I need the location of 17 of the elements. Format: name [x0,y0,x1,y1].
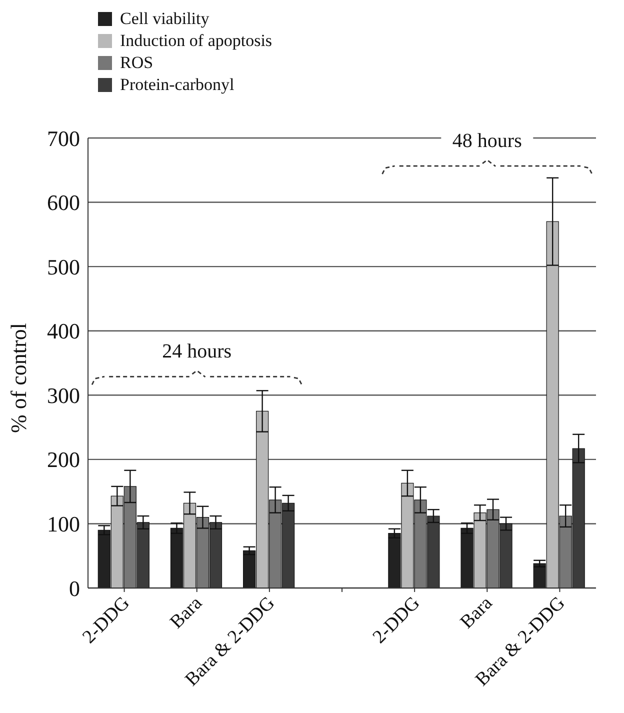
y-tick-label: 500 [47,254,80,280]
legend-label: Induction of apoptosis [120,30,272,52]
y-tick-label: 0 [69,576,80,601]
legend-label: Protein-carbonyl [120,74,234,96]
y-tick-label: 700 [47,126,80,151]
y-tick-label: 600 [47,190,80,216]
legend-label: Cell viability [120,8,210,30]
y-tick-label: 200 [47,447,80,472]
y-tick-label: 300 [47,382,80,408]
x-tick-label: Bara [456,592,498,633]
y-tick-label: 400 [47,318,80,344]
annotation: 48 hours [452,130,522,152]
x-tick-label: Bara [166,592,207,633]
y-axis-title: % of control [6,323,31,433]
annotation: 24 hours [162,340,232,363]
y-tick-label: 100 [47,512,80,537]
legend-label: ROS [120,52,154,74]
